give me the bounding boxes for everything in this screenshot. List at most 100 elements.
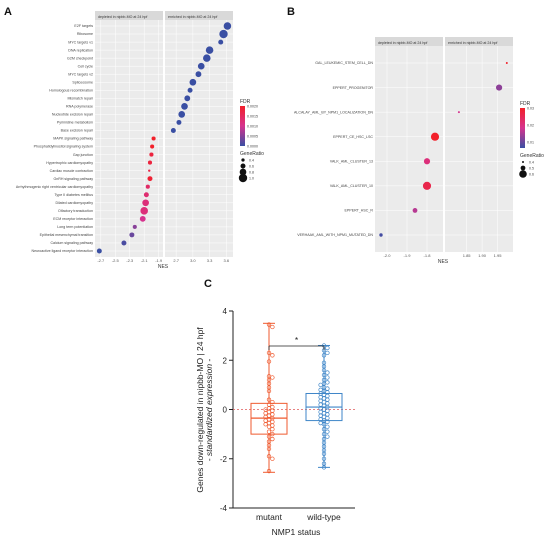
x-tick-label: -2.5 [112, 258, 120, 263]
data-point [218, 39, 224, 45]
facet-panel [445, 46, 513, 252]
x-tick-label: -2.7 [97, 258, 105, 263]
fdr-tick-label: 0.0005 [247, 135, 258, 139]
facet-label: enriched in nipbb-MO at 24 hpf [168, 15, 217, 19]
data-point [321, 456, 327, 461]
category-label: Ribosome [77, 32, 93, 36]
fdr-tick-label: 0.0020 [247, 105, 258, 109]
category-label: Gap junction [73, 153, 93, 157]
data-point [142, 199, 149, 207]
data-point [195, 71, 202, 78]
facet-label: depleted in nipbb-MO at 24 hpf [378, 41, 427, 45]
category-label: Neuroactive ligand receptor interaction [31, 249, 93, 253]
category-label: GAL_LEUKEMIC_STEM_CELL_DN [315, 61, 373, 65]
size-tick-label: 0.4 [529, 160, 534, 164]
data-point [184, 95, 191, 102]
data-point [266, 429, 272, 434]
data-point [149, 152, 154, 157]
category-label: EPPERT_CE_HSC_LSC [333, 135, 373, 139]
data-point [189, 78, 197, 86]
data-point [266, 350, 272, 356]
panel-letter-b: B [287, 6, 295, 18]
x-category-label: wild-type [306, 512, 341, 522]
size-tick-label: 0.8 [249, 170, 254, 174]
data-point [270, 427, 275, 432]
data-point [325, 375, 330, 380]
x-category-label: mutant [256, 512, 283, 522]
category-label: E2F targets [74, 24, 93, 28]
data-point [203, 54, 211, 62]
x-tick-label: 1.95 [494, 253, 503, 258]
category-label: Homologous recombination [49, 88, 93, 92]
category-label: Long term potentiation [57, 225, 93, 229]
category-label: VALK_AML_CLUSTER_13 [330, 159, 373, 163]
fdr-tick-label: 0.03 [527, 107, 534, 111]
data-point [270, 436, 275, 442]
data-point [270, 353, 275, 358]
x-axis-title: NES [438, 259, 449, 265]
category-label: VERHAAK_AML_WITH_NPM1_MUTATED_DN [297, 233, 373, 237]
data-point [266, 397, 272, 402]
significance-star: * [295, 335, 299, 345]
data-point [270, 431, 275, 437]
data-point [325, 386, 330, 391]
data-point [140, 207, 148, 215]
category-label: ECM receptor interaction [53, 217, 93, 221]
data-point [325, 434, 330, 439]
data-point [96, 248, 102, 254]
size-tick-label: 0.6 [529, 172, 534, 176]
data-point [263, 422, 268, 427]
category-label: RNA polymerase [66, 105, 93, 109]
data-point [422, 181, 432, 190]
panel-b-dotplot: depleted in nipbb-MO at 24 hpf enriched i… [294, 37, 544, 265]
size-legend-dot [519, 170, 527, 178]
facet-panel [375, 46, 443, 252]
data-point [321, 367, 327, 373]
legend-fdr-title: FDR [240, 99, 251, 105]
x-tick-label: 3.3 [207, 258, 213, 263]
data-point [181, 103, 188, 110]
size-legend-dot [239, 168, 247, 176]
data-point [205, 46, 214, 54]
data-point [147, 176, 153, 182]
x-tick-label: 1.90 [478, 253, 487, 258]
data-point [505, 62, 508, 64]
data-point [325, 397, 330, 402]
y-axis-title-line2: - standardized expression - [204, 359, 214, 462]
data-point [266, 424, 272, 429]
size-tick-label: 0.4 [249, 158, 254, 162]
legend-size-title: GeneRatio [520, 153, 544, 159]
panel-a-dotplot: depleted in nipbb-MO at 24 hpf enriched i… [16, 11, 264, 270]
data-point [145, 184, 150, 189]
facet-strip [375, 37, 443, 46]
category-label: MYC targets v2 [68, 72, 93, 76]
category-label: Cell cycle [78, 64, 93, 68]
data-point [187, 87, 193, 93]
data-point [270, 399, 275, 405]
data-point [143, 192, 149, 198]
data-point [270, 324, 275, 330]
x-tick-label: 2.7 [173, 258, 179, 263]
data-point [325, 345, 330, 351]
y-tick-label: 0 [223, 406, 228, 415]
data-point [325, 393, 330, 399]
data-point [266, 388, 272, 394]
fdr-tick-label: 0.01 [527, 141, 534, 145]
category-label: Pyrimidine metabolism [57, 121, 93, 125]
x-axis-title: NES [158, 264, 169, 270]
data-point [266, 434, 272, 439]
data-point [495, 84, 503, 91]
category-label: DNA replication [68, 48, 93, 52]
panel-letter-c: C [204, 278, 212, 290]
x-tick-label: 3.6 [224, 258, 230, 263]
facet-strip [95, 11, 163, 20]
category-label: MAPK signaling pathway [53, 137, 93, 141]
x-axis-title: NMP1 status [272, 527, 321, 537]
category-label: Epithelial mesenchymal transition [40, 233, 93, 237]
data-point [325, 429, 330, 434]
category-label: Hypertrophic cardiomyopathy [46, 161, 93, 165]
data-point [147, 160, 153, 165]
y-axis-title: Genes down-regulated in nipbb-MO | 24 hp… [195, 327, 214, 493]
data-point [150, 144, 155, 149]
